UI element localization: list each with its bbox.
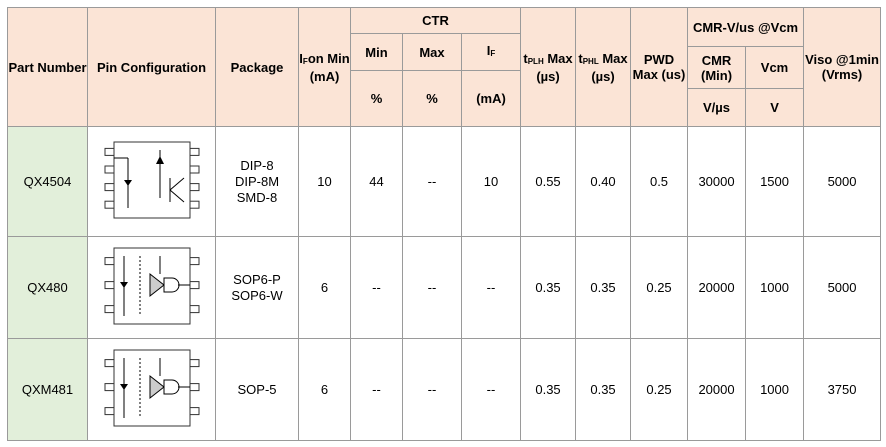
part-number: QXM481 [7, 338, 88, 441]
package: DIP-8 [240, 157, 274, 173]
cell: 0.40 [575, 126, 632, 237]
package: SOP6-W [231, 287, 283, 303]
cell: 3750 [803, 338, 882, 441]
cell: -- [460, 338, 522, 441]
cell: -- [402, 126, 462, 237]
header-cell: V/µs [687, 88, 747, 127]
pin-diagram [104, 349, 199, 427]
cell: 5000 [803, 236, 882, 339]
pin-cell [87, 126, 216, 237]
text: PHL [582, 56, 599, 66]
header-cell: Viso @1min (Vrms) [803, 7, 882, 127]
header-cell: Part Number [7, 7, 88, 127]
cell: 0.5 [630, 126, 689, 237]
header-cell: Min [350, 33, 403, 71]
header-cell: Max [402, 33, 462, 71]
text: PLH [527, 56, 544, 66]
cell: 0.35 [575, 338, 632, 441]
table-row: QX4504 DIP-8 DIP-8M SMD-8 10 44 -- 10 0.55 0.40 0.… [7, 126, 882, 237]
package: SOP6-P [233, 271, 281, 287]
cell: 20000 [687, 236, 747, 339]
cell: 6 [298, 338, 351, 441]
text: t [578, 50, 583, 66]
text: I [299, 50, 303, 66]
text: t [523, 50, 528, 66]
cell: 0.55 [520, 126, 577, 237]
cell: -- [460, 236, 522, 339]
text: on Min (mA) [307, 50, 350, 84]
cell: 30000 [687, 126, 747, 237]
cell: 0.25 [630, 236, 689, 339]
part-number: QX480 [7, 236, 88, 339]
header-cell: Pin Configuration [87, 7, 216, 127]
package: SMD-8 [236, 189, 278, 205]
header-cell: IFon Min (mA) [298, 7, 351, 127]
cell: 44 [350, 126, 403, 237]
pin-cell [87, 338, 216, 441]
cell: 0.35 [575, 236, 632, 339]
part-number: QX4504 [7, 126, 88, 237]
cell: 1500 [745, 126, 805, 237]
text: Max (µs) [591, 50, 628, 84]
header-cell: % [402, 70, 462, 127]
header-cell: tPHL Max (µs) [575, 7, 632, 127]
header-cell: CMR (Min) [687, 46, 747, 89]
header-cell: V [745, 88, 805, 127]
table-row: QXM481 SOP-5 6 -- -- -- 0.35 0.35 0.25 20000 1000 3… [7, 338, 882, 441]
cell: -- [402, 236, 462, 339]
package-cell: SOP6-P SOP6-W [215, 236, 299, 339]
header-cell: IF [460, 33, 522, 71]
cell: 5000 [803, 126, 882, 237]
header-cell: CTR [349, 7, 522, 34]
cell: 0.35 [520, 236, 577, 339]
pin-diagram [104, 247, 199, 325]
cell: 10 [460, 126, 522, 237]
pin-diagram [104, 141, 199, 219]
cell: 0.25 [630, 338, 689, 441]
table-body: QX4504 DIP-8 DIP-8M SMD-8 10 44 -- 10 0.55 0.40 0.… [7, 126, 882, 441]
cell: 1000 [745, 338, 805, 441]
text: I [486, 43, 491, 58]
package: SOP-5 [237, 381, 277, 397]
package: DIP-8M [234, 173, 280, 189]
header-cell: tPLH Max (µs) [520, 7, 577, 127]
cell: 1000 [745, 236, 805, 339]
header-cell: CMR-V/us @Vcm [687, 7, 805, 47]
header-cell: PWD Max (us) [630, 7, 689, 127]
text: Max (µs) [536, 50, 573, 84]
cell: -- [350, 338, 403, 441]
pin-cell [87, 236, 216, 339]
header-cell: Vcm [745, 46, 805, 89]
cell: -- [402, 338, 462, 441]
text: F [302, 56, 308, 66]
cell: 6 [298, 236, 351, 339]
header-cell: (mA) [460, 70, 522, 127]
cell: 0.35 [520, 338, 577, 441]
cell: -- [350, 236, 403, 339]
cell: 20000 [687, 338, 747, 441]
package-cell: SOP-5 [215, 338, 299, 441]
header-cell: % [350, 70, 403, 127]
header-cell: Package [215, 7, 299, 127]
text: F [490, 49, 496, 58]
spec-table: Part Number Pin Configuration Package IF… [7, 7, 882, 441]
package-cell: DIP-8 DIP-8M SMD-8 [215, 126, 299, 237]
cell: 10 [298, 126, 351, 237]
table-row: QX480 SOP6-P SOP6-W 6 -- -- -- 0.35 0.35 0.25 2000… [7, 236, 882, 339]
